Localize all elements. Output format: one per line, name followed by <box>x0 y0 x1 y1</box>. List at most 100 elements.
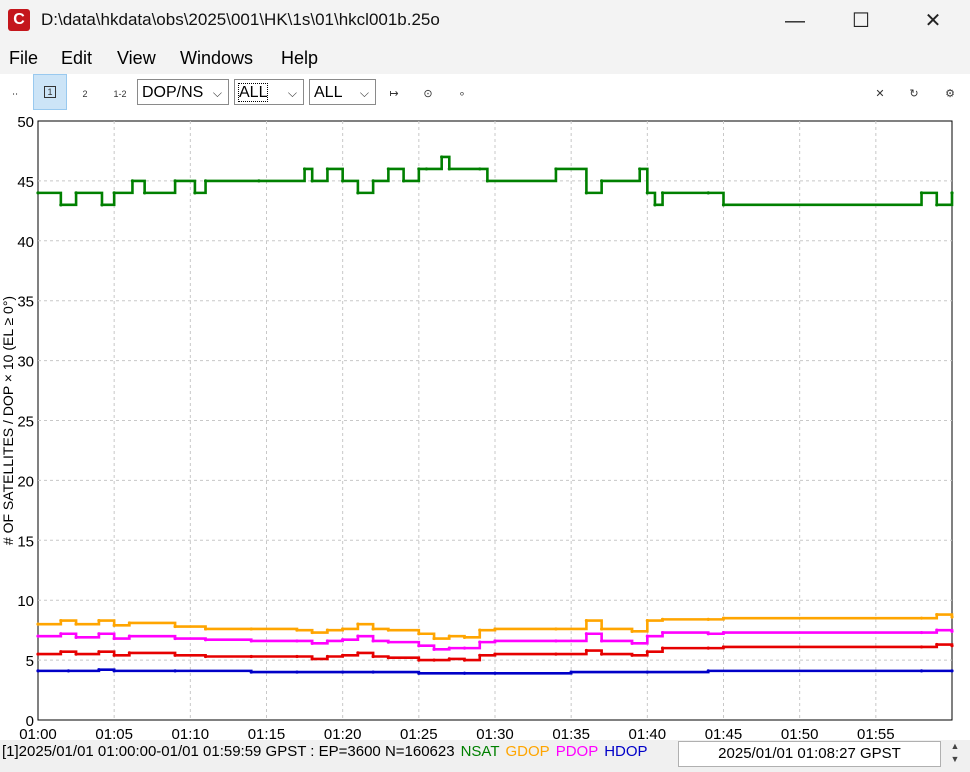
data-point <box>173 179 177 183</box>
data-point <box>356 634 360 638</box>
data-point <box>584 618 589 623</box>
data-point <box>600 639 604 643</box>
data-point <box>341 179 345 183</box>
data-point <box>462 658 467 662</box>
data-point <box>386 656 390 660</box>
data-point <box>203 654 208 659</box>
data-point <box>371 639 375 643</box>
menu-windows[interactable]: Windows <box>180 48 254 68</box>
legend-gdop: GDOP <box>505 743 550 760</box>
data-point <box>485 179 489 183</box>
plot2-button[interactable]: 2 <box>72 81 98 107</box>
chart-area[interactable]: 0 5 10 15 20 25 30 35 40 45 50 01:00 01:05 01:10 01:15… <box>0 114 970 740</box>
data-point <box>325 167 330 171</box>
data-point <box>554 652 558 656</box>
data-point <box>417 644 421 648</box>
settings-icon[interactable]: ⚙ <box>945 88 955 100</box>
data-point <box>203 179 208 183</box>
fit-width-icon[interactable]: ↦ <box>389 88 399 100</box>
data-point <box>721 616 726 620</box>
y-tick-label: 10 <box>17 593 34 610</box>
center-icon[interactable]: ⊙ <box>423 88 433 100</box>
satellite-select-value: ALL <box>237 83 269 102</box>
data-point <box>935 612 939 617</box>
quality-select[interactable]: ALL ⌵ <box>309 79 376 105</box>
data-point <box>127 634 131 638</box>
data-point <box>432 658 436 662</box>
data-point <box>36 622 40 626</box>
data-point <box>600 179 604 183</box>
y-tick-label: 50 <box>17 114 34 131</box>
data-point <box>112 623 116 627</box>
data-point <box>59 650 63 654</box>
data-point <box>356 651 360 655</box>
data-point <box>493 671 497 675</box>
y-tick-label: 5 <box>26 653 34 670</box>
data-point <box>36 652 40 656</box>
data-point <box>173 636 177 641</box>
data-point <box>193 191 197 195</box>
data-point <box>386 640 390 644</box>
data-point <box>645 634 649 638</box>
satellite-select[interactable]: ALL ⌵ <box>234 79 304 105</box>
data-point <box>203 627 208 631</box>
point-icon[interactable]: ∘ <box>458 88 466 100</box>
menu-view[interactable]: View <box>117 48 156 68</box>
data-point <box>645 618 649 623</box>
minimize-icon[interactable]: — <box>785 10 805 32</box>
plot-type-select[interactable]: DOP/NS ⌵ <box>137 79 229 105</box>
data-point <box>706 191 710 195</box>
spin-icon[interactable]: ▲ ▼ <box>950 741 960 764</box>
data-point <box>706 669 710 673</box>
data-point <box>74 191 78 195</box>
data-point <box>645 670 649 674</box>
data-point <box>721 630 726 635</box>
data-point <box>660 617 665 621</box>
data-point <box>100 203 104 207</box>
data-point <box>584 191 589 195</box>
data-point <box>645 191 649 195</box>
close-icon[interactable]: ✕ <box>924 10 942 32</box>
x-tick-label: 01:20 <box>324 726 362 740</box>
data-point <box>645 650 649 654</box>
data-point <box>935 628 939 632</box>
data-point <box>653 203 657 207</box>
refresh-icon[interactable]: ↻ <box>909 88 919 100</box>
menu-help[interactable]: Help <box>281 48 319 68</box>
y-tick-label: 15 <box>17 533 34 550</box>
menu-edit[interactable]: Edit <box>61 48 93 68</box>
data-point <box>417 671 421 675</box>
data-point <box>74 635 78 639</box>
status-time: 2025/01/01 01:08:27 GPST <box>678 741 941 767</box>
data-point <box>356 191 360 195</box>
data-point <box>310 641 314 645</box>
data-point <box>173 669 177 673</box>
data-point <box>325 639 330 643</box>
data-point <box>249 654 253 659</box>
data-point <box>310 630 314 635</box>
plot1-button[interactable]: 1 <box>33 74 67 110</box>
plot12-button[interactable]: 1-2 <box>107 81 133 107</box>
data-point <box>493 639 497 643</box>
menu-file[interactable]: File <box>9 48 39 68</box>
data-point <box>706 632 710 636</box>
split-icon[interactable]: ∙∙ <box>11 88 19 100</box>
data-point <box>447 167 451 171</box>
data-point <box>447 646 451 650</box>
data-point <box>66 669 71 673</box>
data-point <box>402 179 406 183</box>
data-point <box>249 639 253 643</box>
data-point <box>310 179 314 183</box>
data-point <box>440 155 444 159</box>
maximize-icon[interactable]: ☐ <box>852 10 870 32</box>
clear-icon[interactable]: ✕ <box>875 88 885 100</box>
data-point <box>173 624 177 629</box>
data-point <box>706 617 710 621</box>
data-point <box>249 627 253 631</box>
y-tick-label: 0 <box>26 713 34 730</box>
data-point <box>341 638 345 642</box>
data-point <box>371 654 375 659</box>
y-axis-label: # OF SATELLITES / DOP × 10 (EL ≥ 0°) <box>0 296 16 545</box>
data-point <box>919 669 924 673</box>
data-point <box>447 634 451 638</box>
